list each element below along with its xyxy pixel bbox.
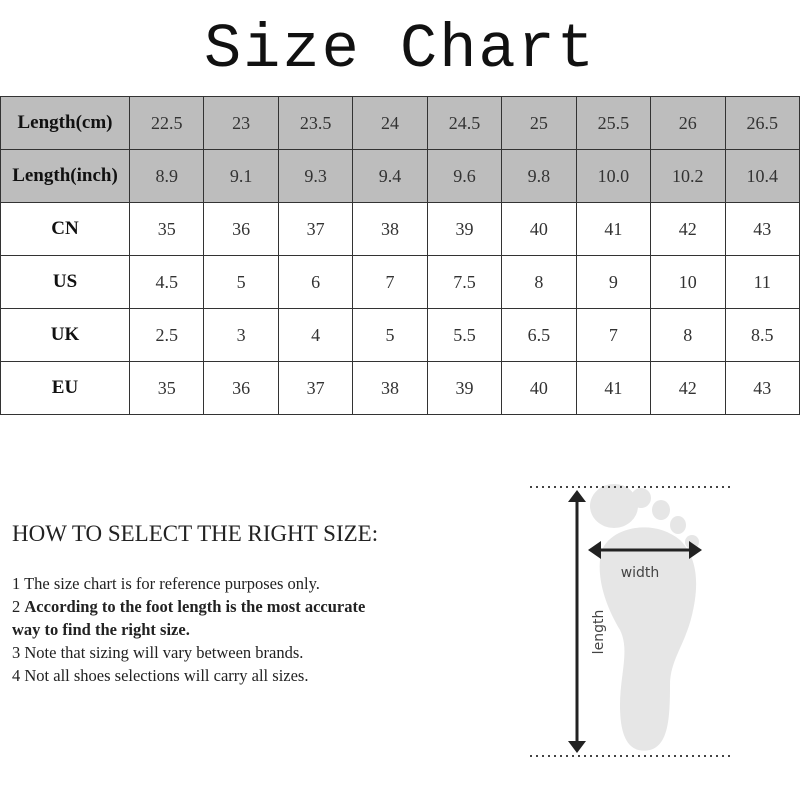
foot-measure-diagram: width length: [530, 484, 732, 757]
note-text: According to the foot length is the most…: [12, 597, 366, 639]
note-2: 2 According to the foot length is the mo…: [12, 595, 382, 641]
note-1: 1 The size chart is for reference purpos…: [12, 572, 382, 595]
table-cell: 37: [277, 202, 354, 256]
table-cell: 43: [724, 202, 800, 256]
length-label: length: [591, 610, 607, 655]
note-text: The size chart is for reference purposes…: [24, 574, 320, 593]
table-cell: 8: [501, 255, 577, 309]
table-cell: 3: [203, 308, 279, 362]
row-label: Length(inch): [0, 149, 130, 203]
table-cell: 23.5: [277, 96, 354, 150]
table-cell: 38: [352, 361, 428, 415]
table-cell: 8: [650, 308, 726, 362]
table-cell: 6: [277, 255, 354, 309]
width-arrow-icon: [588, 541, 702, 559]
table-cell: 22.5: [128, 96, 205, 150]
table-cell: 5: [352, 308, 428, 362]
table-cell: 35: [128, 202, 205, 256]
table-cell: 40: [501, 361, 577, 415]
table-cell: 11: [724, 255, 800, 309]
table-cell: 6.5: [501, 308, 577, 362]
table-cell: 24.5: [426, 96, 503, 150]
table-cell: 25.5: [575, 96, 652, 150]
note-number: 2: [12, 597, 21, 616]
table-row: CN 35 36 37 38 39 40 41 42 43: [0, 202, 800, 256]
table-row: UK 2.5 3 4 5 5.5 6.5 7 8 8.5: [0, 308, 800, 362]
table-cell: 36: [203, 202, 279, 256]
table-cell: 9.8: [501, 149, 577, 203]
note-number: 4: [12, 666, 21, 685]
table-cell: 5: [203, 255, 279, 309]
table-cell: 41: [575, 361, 652, 415]
size-table: Length(cm) 22.5 23 23.5 24 24.5 25 25.5 26 26.5 Le…: [0, 96, 800, 415]
table-cell: 42: [650, 202, 726, 256]
table-cell: 35: [128, 361, 205, 415]
table-row: Length(inch) 8.9 9.1 9.3 9.4 9.6 9.8 10.0 10.2 10…: [0, 149, 800, 203]
guide-notes: 1 The size chart is for reference purpos…: [12, 572, 382, 687]
row-label: US: [0, 255, 130, 309]
table-cell: 37: [277, 361, 354, 415]
table-cell: 23: [203, 96, 279, 150]
note-text: Not all shoes selections will carry all …: [24, 666, 309, 685]
table-cell: 10.2: [650, 149, 726, 203]
note-3: 3 Note that sizing will vary between bra…: [12, 641, 382, 664]
table-cell: 2.5: [128, 308, 205, 362]
table-cell: 41: [575, 202, 652, 256]
table-cell: 4: [277, 308, 354, 362]
table-cell: 42: [650, 361, 726, 415]
guide-heading: HOW TO SELECT THE RIGHT SIZE:: [12, 521, 379, 546]
row-label: CN: [0, 202, 130, 256]
table-row: EU 35 36 37 38 39 40 41 42 43: [0, 361, 800, 415]
table-cell: 36: [203, 361, 279, 415]
note-number: 3: [12, 643, 21, 662]
table-cell: 9.6: [426, 149, 503, 203]
note-4: 4 Not all shoes selections will carry al…: [12, 664, 382, 687]
table-cell: 7: [352, 255, 428, 309]
table-cell: 10.4: [724, 149, 800, 203]
row-label: Length(cm): [0, 96, 130, 150]
table-cell: 40: [501, 202, 577, 256]
table-cell: 39: [426, 361, 503, 415]
table-cell: 25: [501, 96, 577, 150]
table-cell: 7: [575, 308, 652, 362]
table-cell: 9.3: [277, 149, 354, 203]
length-arrow-icon: [568, 490, 586, 753]
table-cell: 8.9: [128, 149, 205, 203]
width-label: width: [621, 565, 660, 581]
table-cell: 26.5: [724, 96, 800, 150]
table-cell: 4.5: [128, 255, 205, 309]
table-cell: 8.5: [724, 308, 800, 362]
table-cell: 5.5: [426, 308, 503, 362]
table-cell: 24: [352, 96, 428, 150]
note-number: 1: [12, 574, 21, 593]
table-cell: 9.1: [203, 149, 279, 203]
table-row: US 4.5 5 6 7 7.5 8 9 10 11: [0, 255, 800, 309]
foot-icon: [590, 484, 699, 751]
page-title: Size Chart: [203, 14, 597, 85]
table-cell: 9.4: [352, 149, 428, 203]
table-cell: 10: [650, 255, 726, 309]
note-text: Note that sizing will vary between brand…: [24, 643, 304, 662]
table-row: Length(cm) 22.5 23 23.5 24 24.5 25 25.5 26 26.5: [0, 96, 800, 150]
row-label: EU: [0, 361, 130, 415]
table-cell: 26: [650, 96, 726, 150]
table-cell: 38: [352, 202, 428, 256]
table-cell: 39: [426, 202, 503, 256]
table-cell: 9: [575, 255, 652, 309]
table-cell: 10.0: [575, 149, 652, 203]
table-cell: 7.5: [426, 255, 503, 309]
row-label: UK: [0, 308, 130, 362]
table-cell: 43: [724, 361, 800, 415]
